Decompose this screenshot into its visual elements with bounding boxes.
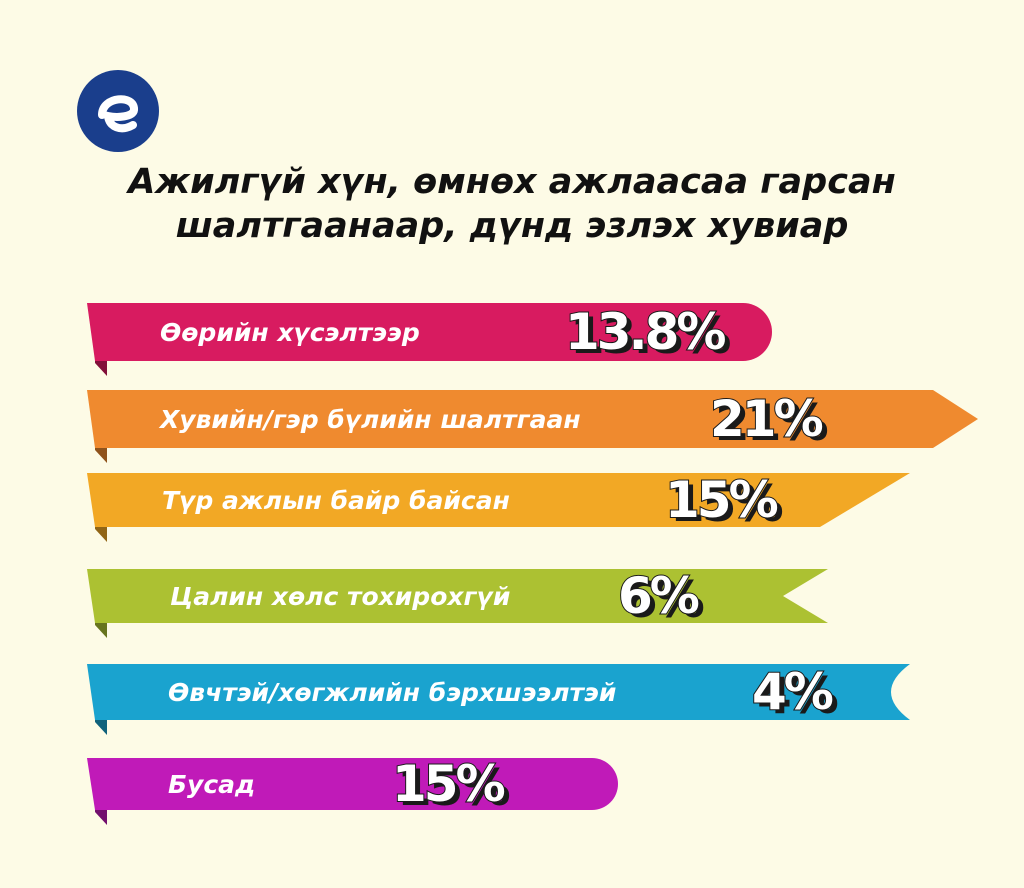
ribbon-bar: Өвчтэй/хөгжлийн бэрхшээлтэй 4%4%: [87, 662, 910, 735]
value-label: 13.8%: [565, 303, 725, 361]
ribbon-bar: Хувийн/гэр бүлийн шалтгаан 21%21%: [87, 389, 978, 463]
value-label: 15%: [392, 755, 505, 813]
value-label-shadow: 15%: [397, 759, 510, 817]
category-label: Хувийн/гэр бүлийн шалтгаан: [158, 405, 581, 434]
ribbon-bar: Өөрийн хүсэлтээр 13.8%13.8%: [87, 302, 772, 376]
value-label: 6%: [618, 567, 699, 625]
ribbon-fold: [95, 523, 107, 542]
chart-title: Ажилгүй хүн, өмнөх ажлаасаа гарсан шалтг…: [0, 160, 1024, 248]
value-label-shadow: 13.8%: [570, 307, 730, 365]
chart-title-line-2: шалтгаанаар, дүнд эзлэх хувиар: [175, 206, 849, 246]
ribbon-body: [87, 303, 772, 361]
value-label-shadow: 15%: [670, 475, 783, 533]
ribbon-fold: [95, 619, 107, 638]
category-label: Өөрийн хүсэлтээр: [160, 318, 420, 347]
chart-title-line-1: Ажилгүй хүн, өмнөх ажлаасаа гарсан: [128, 162, 896, 202]
e-letter-logo-icon: [77, 70, 159, 152]
category-label: Цалин хөлс тохирохгүй: [170, 582, 510, 611]
value-label-shadow: 6%: [623, 571, 704, 629]
ribbon-bar: Цалин хөлс тохирохгүй 6%6%: [87, 566, 828, 638]
ribbon-body: [87, 758, 618, 810]
ribbon-bar: Түр ажлын байр байсан 15%15%: [87, 470, 910, 542]
value-label: 21%: [710, 390, 823, 448]
ribbon-body: [87, 473, 910, 527]
value-label-shadow: 4%: [757, 667, 838, 725]
ribbon-fold: [95, 444, 107, 463]
value-label-shadow: 21%: [715, 394, 828, 452]
value-label: 15%: [665, 471, 778, 529]
value-label: 4%: [752, 663, 833, 721]
ribbon-fold: [95, 357, 107, 376]
category-label: Бусад: [168, 770, 255, 799]
ribbon-fold: [95, 716, 107, 735]
ribbon-body: [87, 664, 910, 720]
ribbon-body: [87, 569, 828, 623]
category-label: Түр ажлын байр байсан: [162, 486, 510, 515]
category-label: Өвчтэй/хөгжлийн бэрхшээлтэй: [168, 678, 616, 707]
ribbon-body: [87, 390, 978, 448]
ribbon-fold: [95, 806, 107, 825]
ribbon-bar: Бусад 15%15%: [87, 754, 618, 825]
